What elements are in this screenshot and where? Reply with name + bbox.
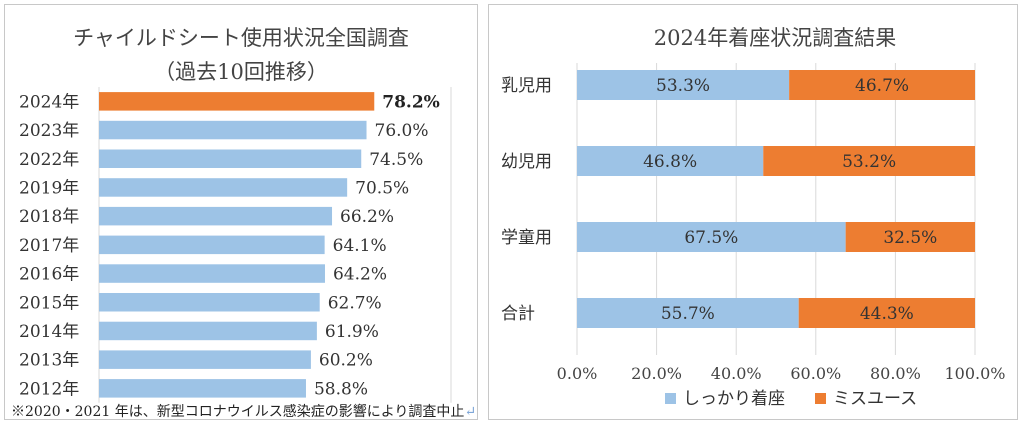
trend-chart-panel: チャイルドシート使用状況全国調査 （過去10回推移） 2024年 78.2% 202… <box>4 4 478 420</box>
bar <box>99 92 375 111</box>
return-mark-icon: ↵ <box>464 404 477 420</box>
seating-chart: 2024年着座状況調査結果 乳児用 53.3% 46.7% 幼児用 46.8% 53.2%… <box>501 26 1006 409</box>
bar <box>99 206 333 226</box>
value-label: 66.2% <box>340 207 394 227</box>
trend-chart: チャイルドシート使用状況全国調査 （過去10回推移） 2024年 78.2% 202… <box>19 26 452 403</box>
seating-chart-title: 2024年着座状況調査結果 <box>654 26 896 50</box>
value-label: 70.5% <box>355 178 409 198</box>
bar <box>99 149 362 168</box>
bar-seated <box>577 222 846 252</box>
bar <box>99 235 325 255</box>
category-label: 2015年 <box>19 293 79 313</box>
legend-swatch <box>815 393 826 404</box>
category-label: 乳児用 <box>501 76 552 96</box>
segment-label: 46.8% <box>643 152 697 172</box>
segment-label: 46.7% <box>855 76 909 96</box>
value-label: 74.5% <box>369 150 423 170</box>
x-tick-label: 20.0% <box>631 364 682 383</box>
legend-label: しっかり着座 <box>683 389 785 409</box>
bar <box>99 379 306 398</box>
x-tick-label: 100.0% <box>944 364 1005 383</box>
x-tick-label: 40.0% <box>711 364 762 383</box>
segment-label: 53.3% <box>656 76 710 96</box>
segment-label: 44.3% <box>860 304 914 324</box>
bar <box>99 264 325 283</box>
bar <box>99 350 311 369</box>
legend-swatch <box>665 393 676 404</box>
value-label: 62.7% <box>328 293 382 313</box>
value-label: 60.2% <box>319 351 373 371</box>
bar-seated <box>577 146 764 176</box>
bar-seated <box>577 70 790 100</box>
bar <box>99 293 320 312</box>
bar-seated <box>577 298 799 328</box>
segment-label: 67.5% <box>684 228 738 248</box>
category-label: 学童用 <box>501 228 552 248</box>
value-label: 76.0% <box>375 121 429 141</box>
x-tick-label: 80.0% <box>870 364 921 383</box>
segment-label: 53.2% <box>842 152 896 172</box>
bar-misuse <box>798 298 975 328</box>
category-label: 2012年 <box>19 379 79 399</box>
category-label: 2023年 <box>19 121 79 141</box>
footnote: ※2020・2021 年は、新型コロナウイルス感染症の影響により調査中止↵ <box>11 401 476 421</box>
legend-label: ミスユース <box>833 389 917 409</box>
category-label: 2024年 <box>19 92 79 112</box>
category-label: 2018年 <box>19 207 79 227</box>
bar <box>99 321 317 341</box>
segment-label: 55.7% <box>661 304 715 324</box>
category-label: 2017年 <box>19 236 79 256</box>
bar-misuse <box>789 70 975 100</box>
bar-misuse <box>763 146 975 176</box>
bar <box>99 178 348 197</box>
segment-label: 32.5% <box>883 228 937 248</box>
seating-chart-panel: 2024年着座状況調査結果 乳児用 53.3% 46.7% 幼児用 46.8% 53.2%… <box>488 4 1018 420</box>
value-label: 78.2% <box>382 92 440 112</box>
category-label: 幼児用 <box>501 152 552 172</box>
category-label: 2022年 <box>19 150 79 170</box>
x-tick-label: 0.0% <box>557 364 598 383</box>
trend-chart-title: チャイルドシート使用状況全国調査 <box>73 26 409 50</box>
x-tick-label: 60.0% <box>790 364 841 383</box>
category-label: 合計 <box>501 304 535 324</box>
category-label: 2019年 <box>19 178 79 198</box>
bar-misuse <box>845 222 975 252</box>
value-label: 64.2% <box>333 265 387 285</box>
value-label: 58.8% <box>314 379 368 399</box>
category-label: 2016年 <box>19 265 79 285</box>
value-label: 64.1% <box>333 236 387 256</box>
category-label: 2014年 <box>19 322 79 342</box>
value-label: 61.9% <box>325 322 379 342</box>
footnote-text: ※2020・2021 年は、新型コロナウイルス感染症の影響により調査中止 <box>11 404 465 420</box>
trend-chart-subtitle: （過去10回推移） <box>154 60 328 84</box>
bar <box>99 120 367 140</box>
category-label: 2013年 <box>19 351 79 371</box>
